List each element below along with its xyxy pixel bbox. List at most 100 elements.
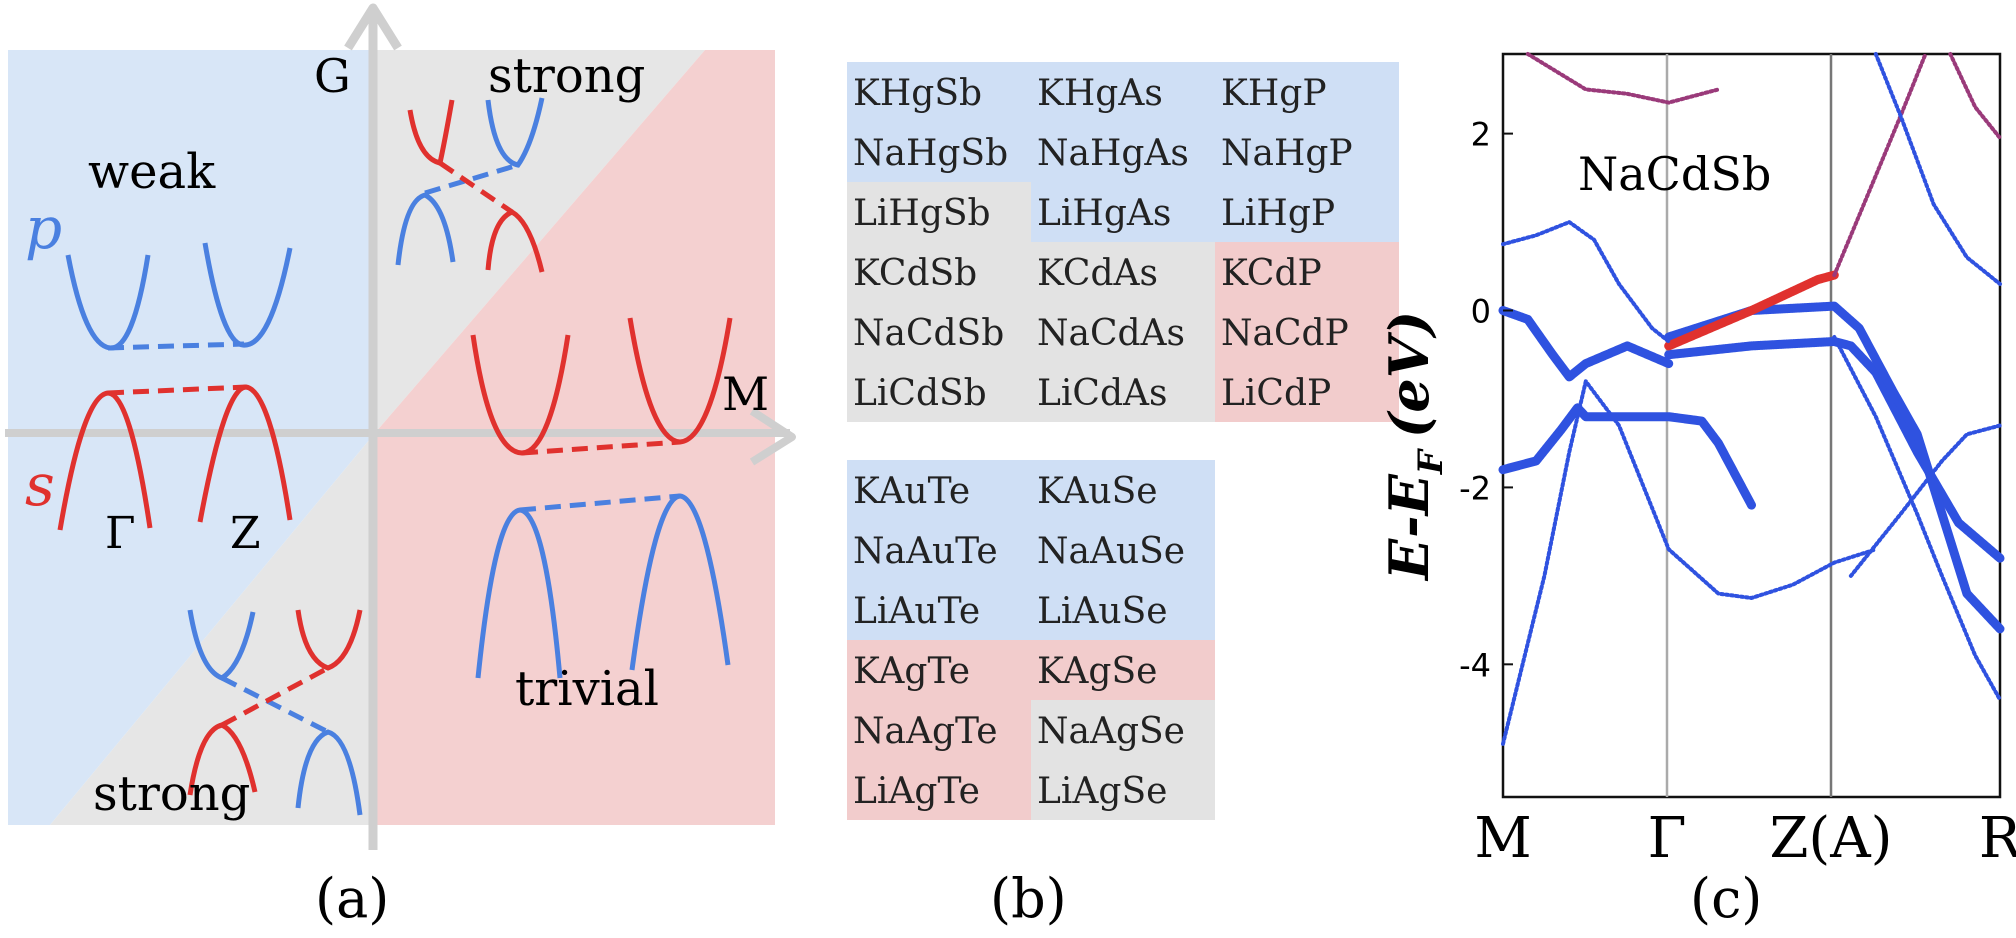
material-cell-bg: [1031, 460, 1215, 520]
material-cell: KHgP: [1221, 73, 1327, 114]
material-cell-bg: [1031, 242, 1215, 302]
strong-bottom-cross-blue: [220, 675, 330, 735]
material-cell-bg: [1031, 122, 1215, 182]
material-cell-bg: [847, 460, 1031, 520]
material-cell-bg: [1215, 302, 1399, 362]
material-cell: KCdP: [1221, 253, 1322, 294]
panel-b: KHgSb KHgAs KHgP NaHgSb NaHgAs NaHgP LiHgSb LiH…: [847, 62, 1399, 930]
x-tick-label: R: [1979, 806, 2016, 871]
band-line: [1832, 52, 1928, 278]
material-cell-bg: [1031, 580, 1215, 640]
material-cell: KHgAs: [1037, 73, 1163, 114]
material-cell-bg: [1215, 122, 1399, 182]
strong-region-bottom: [50, 433, 375, 825]
material-cell: LiAgSe: [1037, 771, 1167, 812]
material-cell-bg: [847, 62, 1031, 122]
material-cell: NaCdP: [1221, 313, 1349, 354]
material-cell-bg: [1215, 242, 1399, 302]
y-axis-label-main: E-E: [1377, 473, 1441, 582]
material-cell: KCdAs: [1037, 253, 1158, 294]
strong-top-blue-upper: [485, 97, 545, 168]
weak-s-gap: [107, 384, 247, 396]
band-line: [1948, 52, 2002, 140]
strong-top-cross-blue: [424, 162, 519, 196]
strong-bottom-cross-red: [220, 665, 330, 728]
strong-bottom-blue-lower: [295, 729, 363, 816]
band-line: [1664, 270, 1839, 351]
gamma-label: Γ: [105, 508, 136, 559]
material-cell: NaAgSe: [1037, 711, 1185, 752]
y-axis-label-unit: (eV): [1377, 311, 1441, 438]
material-cell: LiHgAs: [1037, 193, 1171, 234]
band-line: [1873, 52, 2002, 286]
material-cell: NaAgTe: [853, 711, 998, 752]
material-cell: KAgSe: [1037, 651, 1157, 692]
material-cell: LiCdAs: [1037, 373, 1167, 414]
material-cell: NaHgP: [1221, 133, 1353, 174]
material-cell-bg: [1215, 62, 1399, 122]
material-cell: LiAuSe: [1037, 591, 1168, 632]
material-cell: KAuSe: [1037, 471, 1158, 512]
material-cell: KAuTe: [853, 471, 970, 512]
material-cell-bg: [847, 580, 1031, 640]
x-tick-label: M: [1474, 806, 1531, 871]
material-cell-bg: [1031, 520, 1215, 580]
material-cell-bg: [1215, 362, 1399, 422]
band-line: [1498, 306, 1674, 382]
x-tick-label: Γ: [1648, 806, 1687, 871]
material-cell-bg: [1031, 640, 1215, 700]
material-label: NaCdSb: [1578, 147, 1771, 201]
material-cell-bg: [1031, 182, 1215, 242]
material-cell: NaCdSb: [853, 313, 1004, 354]
trivial-s-gap: [521, 439, 681, 456]
material-cell: KCdSb: [853, 253, 977, 294]
band-line: [1664, 337, 2005, 563]
band-line: [1501, 220, 1671, 344]
material-cell-bg: [1031, 700, 1215, 760]
band-line: [1498, 403, 1756, 510]
band-line: [1832, 335, 2002, 702]
material-cell-bg: [847, 362, 1031, 422]
strong-bottom-blue-upper: [187, 609, 256, 681]
material-cell: NaHgAs: [1037, 133, 1189, 174]
material-cell: KHgSb: [853, 73, 982, 114]
material-cell-bg: [847, 520, 1031, 580]
y-axis-label: E-EF (eV): [1377, 311, 1451, 582]
material-cell-bg: [847, 700, 1031, 760]
material-cell: NaHgSb: [853, 133, 1008, 174]
material-cell-bg: [847, 760, 1031, 820]
y-axis-label-sub: F: [1411, 447, 1451, 475]
strong-top-blue-lower: [395, 192, 456, 266]
material-cell: NaAuSe: [1037, 531, 1185, 572]
material-table-2: KAuTe KAuSe NaAuTe NaAuSe LiAuTe LiAuSe KAgTe K…: [847, 460, 1215, 820]
y-ticks: 2 0 -2 -4: [1459, 116, 1513, 684]
band-line: [1664, 301, 2005, 634]
material-cell-bg: [1031, 362, 1215, 422]
s-orbital-label: s: [25, 451, 55, 519]
material-cell-bg: [847, 182, 1031, 242]
material-cell-bg: [847, 302, 1031, 362]
y-tick-label: -4: [1459, 646, 1491, 684]
panel-b-caption: (b): [990, 867, 1067, 930]
material-cell: LiAgTe: [853, 771, 980, 812]
panel-a-caption: (a): [315, 867, 389, 930]
strong-top-label: strong: [488, 48, 645, 104]
trivial-region: [375, 50, 775, 825]
strong-top-cross-red: [438, 160, 514, 215]
y-tick-label: -2: [1459, 469, 1491, 507]
band-line: [1848, 423, 2002, 578]
material-cell-bg: [1031, 302, 1215, 362]
material-cell: LiCdSb: [853, 373, 987, 414]
material-cell-bg: [1215, 182, 1399, 242]
band-line: [1501, 379, 1878, 746]
axis-g-label: G: [314, 49, 351, 103]
material-cell: LiHgP: [1221, 193, 1335, 234]
x-ticks: M Γ Z(A) R: [1474, 806, 2016, 871]
strong-bottom-red-upper: [295, 609, 363, 671]
material-cell: LiAuTe: [853, 591, 980, 632]
trivial-p-gap: [519, 493, 681, 513]
weak-region: [8, 50, 375, 825]
material-cell-bg: [1031, 62, 1215, 122]
strong-bottom-red-lower: [187, 722, 258, 796]
